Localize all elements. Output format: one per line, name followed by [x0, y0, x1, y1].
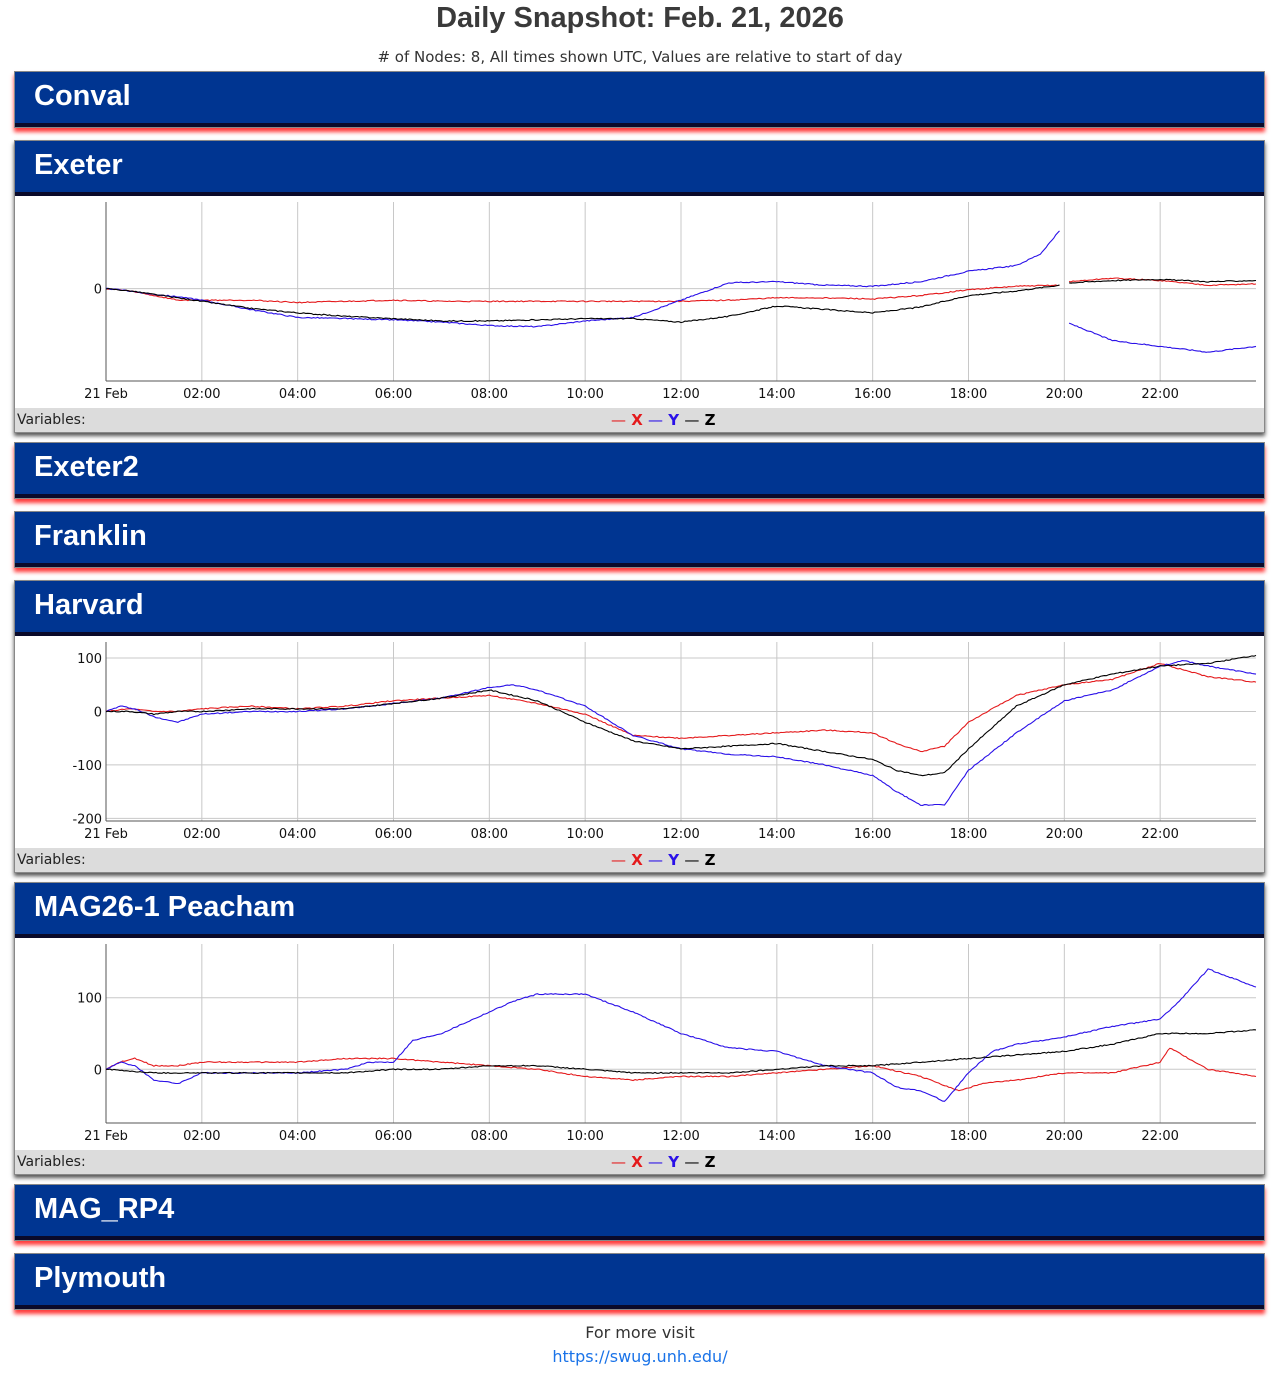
footer-link[interactable]: https://swug.unh.edu/	[552, 1347, 728, 1366]
x-tick-label: 06:00	[375, 1129, 412, 1144]
x-tick-label: 02:00	[183, 1129, 220, 1144]
x-tick-label: 16:00	[854, 1129, 891, 1144]
x-tick-label: 16:00	[854, 827, 891, 842]
page-title: Daily Snapshot: Feb. 21, 2026	[436, 2, 844, 34]
legend-z[interactable]: Z	[704, 851, 716, 869]
node-header-mag26-1-peacham[interactable]: MAG26-1 Peacham	[15, 883, 1264, 938]
node-header-conval[interactable]: Conval	[15, 72, 1264, 127]
series-line-y	[1068, 322, 1257, 353]
variables-label: Variables:	[17, 852, 86, 868]
x-tick-label: 02:00	[183, 387, 220, 402]
y-tick-label: -100	[72, 759, 102, 774]
legend-x[interactable]: X	[631, 851, 643, 869]
legend-z[interactable]: Z	[704, 1153, 716, 1171]
x-tick-label: 14:00	[758, 1129, 795, 1144]
x-tick-label: 04:00	[279, 387, 316, 402]
series-line-x	[1068, 277, 1257, 287]
node-panel-plymouth: Plymouth	[14, 1253, 1265, 1310]
variables-label: Variables:	[17, 412, 86, 428]
x-tick-label: 06:00	[375, 827, 412, 842]
page-subtitle: # of Nodes: 8, All times shown UTC, Valu…	[377, 48, 903, 66]
series-line-x	[105, 284, 1060, 304]
x-tick-label: 06:00	[375, 387, 412, 402]
x-tick-label: 22:00	[1141, 387, 1178, 402]
series-line-y	[106, 230, 1060, 328]
legend: — X — Y — Z	[611, 411, 716, 429]
x-tick-label: 20:00	[1046, 1129, 1083, 1144]
x-tick-label: 22:00	[1141, 827, 1178, 842]
x-tick-label: 08:00	[471, 387, 508, 402]
series-line-z	[105, 654, 1257, 777]
series-line-z	[105, 1029, 1257, 1074]
chart-mag26-1-peacham: 100 0 21 Feb 02:00 04:00 06:00 08:00 10:00 12:00…	[77, 944, 1257, 1144]
footer-text: For more visit	[585, 1323, 695, 1342]
variables-bar: Variables: — X — Y — Z	[15, 1150, 1264, 1174]
x-tick-label: 18:00	[950, 1129, 987, 1144]
node-header-franklin[interactable]: Franklin	[15, 512, 1264, 567]
x-tick-label: 16:00	[854, 387, 891, 402]
series-line-z	[1068, 278, 1257, 284]
x-tick-label: 04:00	[279, 827, 316, 842]
legend-y[interactable]: Y	[668, 851, 680, 869]
x-tick-label: 08:00	[471, 1129, 508, 1144]
x-tick-label: 21 Feb	[84, 387, 128, 402]
node-header-harvard[interactable]: Harvard	[15, 581, 1264, 636]
x-tick-label: 14:00	[758, 387, 795, 402]
x-tick-label: 12:00	[662, 827, 699, 842]
node-panel-mag26-1-peacham: MAG26-1 Peacham 100 0 21 Feb 02:00 04:00 06:0…	[14, 882, 1265, 1175]
x-tick-label: 21 Feb	[84, 1129, 128, 1144]
variables-bar: Variables: — X — Y — Z	[15, 848, 1264, 872]
series-line-x	[105, 1047, 1257, 1092]
y-tick-label: 100	[77, 992, 102, 1007]
x-tick-label: 20:00	[1046, 827, 1083, 842]
node-panel-mag-rp4: MAG_RP4	[14, 1184, 1265, 1241]
node-header-exeter2[interactable]: Exeter2	[15, 443, 1264, 498]
legend-z[interactable]: Z	[704, 411, 716, 429]
node-header-mag-rp4[interactable]: MAG_RP4	[15, 1185, 1264, 1240]
legend-x[interactable]: X	[631, 411, 643, 429]
x-tick-label: 08:00	[471, 827, 508, 842]
y-tick-label: -200	[72, 812, 102, 827]
x-tick-label: 14:00	[758, 827, 795, 842]
x-tick-label: 10:00	[566, 827, 603, 842]
x-tick-label: 10:00	[566, 387, 603, 402]
x-tick-label: 10:00	[566, 1129, 603, 1144]
node-panel-franklin: Franklin	[14, 511, 1265, 568]
x-tick-label: 12:00	[662, 387, 699, 402]
legend-y[interactable]: Y	[668, 411, 680, 429]
variables-label: Variables:	[17, 1154, 86, 1170]
y-tick-label: 0	[94, 1063, 102, 1078]
x-tick-label: 04:00	[279, 1129, 316, 1144]
y-tick-label: 100	[77, 652, 102, 667]
x-tick-label: 20:00	[1046, 387, 1083, 402]
series-line-z	[105, 284, 1060, 324]
x-tick-label: 21 Feb	[84, 827, 128, 842]
y-tick-label: 0	[94, 705, 102, 720]
legend-y[interactable]: Y	[668, 1153, 680, 1171]
node-panel-conval: Conval	[14, 71, 1265, 128]
node-panel-exeter2: Exeter2	[14, 442, 1265, 499]
chart-exeter: 0 21 Feb 02:00 04:00 06:00 08:00 10:00 12:00 14:…	[84, 202, 1257, 402]
node-header-exeter[interactable]: Exeter	[15, 141, 1264, 196]
node-panel-exeter: Exeter 0 21 Feb 02:00 04:00 06:00 08:00 10:00 1…	[14, 140, 1265, 433]
variables-bar: Variables: — X — Y — Z	[15, 408, 1264, 432]
x-tick-label: 18:00	[950, 387, 987, 402]
node-header-plymouth[interactable]: Plymouth	[15, 1254, 1264, 1309]
x-tick-label: 18:00	[950, 827, 987, 842]
x-tick-label: 02:00	[183, 827, 220, 842]
legend: — X — Y — Z	[611, 851, 716, 869]
legend: — X — Y — Z	[611, 1153, 716, 1171]
y-tick-label: 0	[94, 283, 102, 298]
x-tick-label: 22:00	[1141, 1129, 1178, 1144]
x-tick-label: 12:00	[662, 1129, 699, 1144]
node-panel-harvard: Harvard 100 0 -100 -200 21 Feb 02:00 04:00 06:0…	[14, 580, 1265, 873]
legend-x[interactable]: X	[631, 1153, 643, 1171]
